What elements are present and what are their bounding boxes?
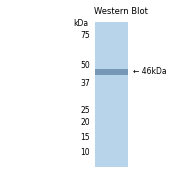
Text: ← 46kDa: ← 46kDa (133, 68, 167, 76)
Bar (95, 22, 128, 167)
Text: 20: 20 (80, 118, 90, 127)
Text: 10: 10 (80, 148, 90, 157)
Text: Western Blot: Western Blot (94, 7, 148, 16)
Text: kDa: kDa (73, 19, 88, 28)
Text: 25: 25 (80, 106, 90, 115)
Bar (95, 69, 128, 75)
Text: 15: 15 (80, 133, 90, 142)
Text: 50: 50 (80, 61, 90, 70)
Text: 37: 37 (80, 79, 90, 88)
Text: 75: 75 (80, 31, 90, 40)
